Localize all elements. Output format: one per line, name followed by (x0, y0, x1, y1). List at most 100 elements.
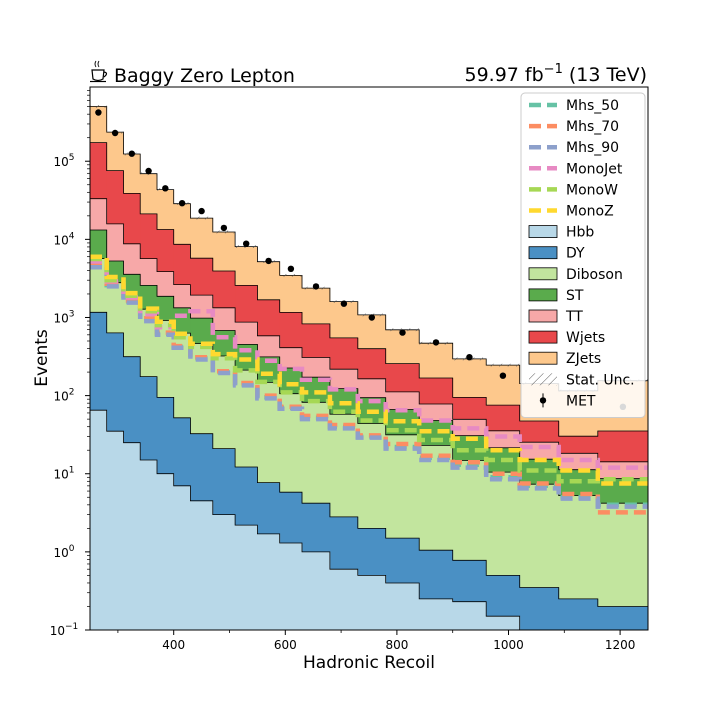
bar-dy (597, 606, 648, 630)
bar-hbb (157, 473, 175, 630)
chart-title: Baggy Zero Lepton (114, 65, 295, 87)
stack-hbb (90, 409, 648, 630)
bar-hbb (302, 551, 331, 630)
luminosity-label: 59.97 fb−1 (13 TeV) (464, 62, 647, 86)
outline-st (90, 229, 648, 479)
legend-item-mhs-70: Mhs_70 (529, 119, 619, 135)
legend-swatch-zjets (528, 351, 558, 365)
y-tick-label: 105 (53, 153, 74, 169)
legend-swatch-met (539, 397, 547, 404)
bar-hbb (190, 500, 214, 630)
data-point-met (368, 314, 375, 321)
data-point-met (499, 372, 507, 379)
legend-item-wjets: Wjets (528, 330, 605, 346)
outline-wjets (90, 142, 648, 437)
data-point-met (243, 240, 250, 247)
legend-label: Wjets (566, 330, 605, 346)
y-tick-label: 102 (53, 388, 74, 404)
legend-label: Stat. Unc. (566, 372, 635, 388)
data-point-met (340, 300, 348, 307)
bar-hbb (235, 525, 258, 630)
legend-item-zjets: ZJets (528, 351, 601, 367)
bar-hbb (212, 514, 236, 630)
signal-layer (90, 254, 648, 515)
bar-hbb (140, 460, 158, 630)
y-tick-label: 103 (53, 309, 74, 325)
legend-label: MonoW (566, 182, 618, 198)
bar-hbb (385, 583, 420, 630)
signal-monojet (90, 259, 648, 470)
data-layer (95, 109, 627, 410)
legend-label: DY (566, 246, 585, 262)
legend-item-hbb: Hbb (528, 225, 594, 241)
bar-hbb (452, 601, 487, 630)
legend-swatch-st (528, 288, 558, 302)
signal-monow (90, 256, 648, 484)
bar-hbb (106, 431, 124, 630)
stat-unc-bin (279, 274, 302, 277)
stat-unc-bin (90, 105, 107, 108)
legend-item-stat-unc: Stat. Unc. (529, 372, 635, 388)
luminosity-exponent: −1 (544, 62, 563, 77)
x-tick-label: 600 (274, 638, 297, 652)
y-tick-label: 10−1 (50, 622, 79, 638)
data-point-met (287, 265, 295, 272)
legend-item-dy: DY (528, 246, 585, 262)
outline-hbb (90, 409, 648, 630)
data-point-met (312, 283, 320, 290)
signal-mhs_90 (90, 264, 648, 509)
legend-item-monoz: MonoZ (529, 204, 614, 220)
legend-swatch-dy (528, 246, 558, 260)
x-tick-label: 400 (162, 638, 185, 652)
legend-item-mhs-50: Mhs_50 (529, 98, 619, 114)
outline-dy (90, 311, 648, 607)
data-point-met (466, 354, 473, 361)
y-axis-label: Events (32, 329, 52, 387)
legend-label: Mhs_70 (566, 119, 619, 135)
data-point-met (95, 109, 102, 116)
data-point-met (162, 185, 169, 192)
data-point-met (220, 224, 228, 232)
data-point-met (128, 150, 135, 157)
legend-label: MET (566, 393, 596, 409)
data-point-met (198, 207, 205, 215)
stat-unc-bin (486, 363, 520, 367)
stat-unc-bin (212, 230, 236, 234)
bar-hbb (329, 569, 359, 630)
legend-swatch-hbb (528, 225, 558, 239)
legend: Mhs_50 Mhs_70 Mhs_90 MonoJet MonoW MonoZ Hbb DY… (520, 92, 646, 418)
legend-item-tt: TT (528, 309, 583, 325)
legend-label: Diboson (566, 267, 623, 283)
legend-label: Mhs_50 (566, 98, 619, 114)
legend-label: MonoZ (566, 204, 614, 220)
legend-item-mhs-90: Mhs_90 (529, 140, 619, 156)
x-tick-label: 800 (385, 638, 408, 652)
x-tick-label: 1200 (605, 638, 636, 652)
data-point-met (178, 200, 186, 207)
legend-item-met: MET (539, 393, 596, 409)
data-point-met (265, 257, 272, 265)
bar-hbb (419, 598, 454, 630)
legend-label: TT (565, 309, 583, 325)
legend-label: MonoJet (566, 161, 623, 177)
outline-tt (90, 198, 648, 463)
signal-monoz (90, 254, 648, 486)
luminosity-energy: (13 TeV) (563, 64, 647, 86)
legend-swatch-stat-unc (529, 373, 557, 386)
legend-item-monojet: MonoJet (529, 161, 623, 177)
legend-item-diboson: Diboson (528, 267, 623, 283)
data-point-met (399, 329, 406, 336)
legend-swatch-tt (528, 309, 558, 323)
luminosity-value: 59.97 fb (464, 64, 543, 86)
y-tick-label: 104 (53, 231, 74, 247)
legend-swatch-diboson (528, 267, 558, 281)
coffee-cup-icon (90, 60, 108, 83)
bar-hbb (257, 533, 281, 630)
data-point-met (111, 129, 119, 137)
bar-hbb (173, 485, 191, 630)
x-tick-label: 1000 (493, 638, 524, 652)
legend-swatch-wjets (528, 330, 558, 344)
data-point-met (145, 167, 152, 175)
